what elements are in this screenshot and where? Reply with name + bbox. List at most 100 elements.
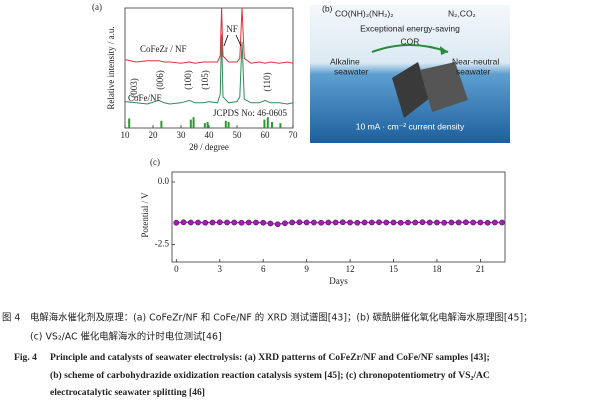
data-point — [173, 219, 180, 226]
x-tick-label: 30 — [177, 130, 187, 140]
data-point — [216, 219, 223, 226]
data-point — [419, 219, 426, 226]
x-tick-label: 18 — [432, 264, 442, 274]
peak-index: (006) — [155, 70, 165, 90]
caption-label: Fig. 4 — [14, 352, 37, 363]
data-point — [209, 219, 216, 226]
peak-index: (003) — [129, 78, 139, 98]
data-point — [361, 219, 368, 226]
data-point — [354, 219, 361, 226]
data-point — [282, 220, 288, 227]
data-point — [224, 219, 230, 226]
series-line — [124, 34, 294, 105]
data-point — [274, 221, 281, 228]
data-point — [441, 219, 448, 226]
data-point — [339, 219, 346, 226]
data-point — [238, 219, 245, 226]
y-axis-label: Relative intensity / a.u. — [106, 26, 116, 109]
data-point — [231, 219, 238, 226]
data-point — [426, 219, 433, 226]
data-point — [477, 219, 484, 226]
series-label: CoFe/NF — [128, 93, 162, 103]
reaction: COR — [401, 36, 420, 46]
panel-label: (c) — [150, 157, 160, 167]
data-point — [202, 219, 209, 226]
x-tick-label: 3 — [218, 264, 223, 274]
electrode — [392, 62, 430, 118]
x-tick-label: 60 — [261, 130, 271, 140]
data-point — [325, 219, 332, 226]
data-point — [376, 219, 382, 226]
data-point — [491, 219, 498, 226]
y-axis-label: Potential / V — [140, 192, 150, 238]
x-axis-label: Days — [329, 276, 348, 286]
data-point — [463, 219, 469, 226]
x-tick-label: 6 — [261, 264, 266, 274]
x-tick-label: 12 — [346, 264, 355, 274]
data-point — [455, 219, 462, 226]
caption-line: electrocatalytic seawater splitting [46] — [50, 387, 205, 398]
data-point — [296, 219, 303, 226]
data-point — [484, 219, 491, 226]
caption-line: 电解海水催化剂及原理：(a) CoFeZr/NF 和 CoFe/NF 的 XRD… — [30, 312, 532, 324]
peak-arrow — [223, 34, 229, 47]
x-tick-label: 10 — [121, 130, 131, 140]
caption-line: (c) VS₂/AC 催化电解海水的计时电位测试[46] — [30, 331, 222, 343]
panel-label: (b) — [322, 3, 333, 13]
left-label: seawater — [334, 66, 369, 76]
x-tick-label: 15 — [389, 264, 399, 274]
x-tick-label: 21 — [476, 264, 485, 274]
plot-frame — [171, 171, 506, 263]
data-point — [318, 219, 325, 226]
x-tick-label: 70 — [289, 130, 299, 140]
data-point — [470, 219, 477, 226]
y-tick-label: -2.5 — [155, 239, 170, 249]
peak-index: (100) — [183, 70, 193, 90]
data-point — [347, 219, 353, 226]
series-label: CoFeZr / NF — [140, 44, 187, 54]
caption-line: Principle and catalysts of seawater elec… — [50, 352, 490, 363]
data-point — [195, 219, 201, 226]
right-label: seawater — [456, 66, 491, 76]
panel-label: (a) — [92, 2, 102, 12]
data-point — [267, 220, 274, 227]
caption-label: 图 4 — [2, 313, 20, 324]
data-point — [260, 219, 267, 226]
data-point — [289, 219, 296, 226]
data-point — [310, 219, 317, 226]
x-tick-label: 50 — [233, 130, 243, 140]
data-point — [253, 219, 259, 226]
x-axis-label: 2θ / degree — [189, 142, 229, 152]
series-line — [176, 221, 503, 225]
x-tick-label: 0 — [174, 264, 179, 274]
x-tick-label: 9 — [304, 264, 309, 274]
left-label: Alkaline — [330, 56, 360, 66]
electrode — [420, 62, 468, 112]
caption-line: (b) scheme of carbohydrazide oxidization… — [50, 370, 490, 381]
right-label: Near-neutral — [452, 56, 499, 66]
data-point — [187, 219, 194, 226]
product: N₂,CO₂ — [448, 8, 476, 18]
series-line — [124, 7, 294, 64]
y-tick-label: 0.0 — [158, 176, 170, 186]
data-point — [368, 219, 375, 226]
peak-arrow — [235, 34, 242, 47]
peak-index: (105) — [200, 70, 210, 90]
data-point — [390, 219, 397, 226]
data-point — [499, 219, 506, 226]
data-point — [405, 219, 411, 226]
data-point — [383, 219, 390, 226]
arrow-label: Exceptional energy-saving — [360, 23, 460, 33]
x-tick-label: 20 — [149, 130, 159, 140]
current-label: 10 mA · cm⁻² current density — [356, 121, 465, 131]
x-tick-label: 40 — [205, 130, 215, 140]
data-point — [332, 219, 339, 226]
peak-label: NF — [226, 24, 238, 34]
reference-label: JCPDS No: 46-0605 — [213, 108, 288, 118]
data-point — [434, 219, 440, 226]
arrow-head — [440, 46, 448, 55]
data-point — [303, 219, 310, 226]
data-point — [245, 219, 252, 226]
data-point — [412, 219, 419, 226]
